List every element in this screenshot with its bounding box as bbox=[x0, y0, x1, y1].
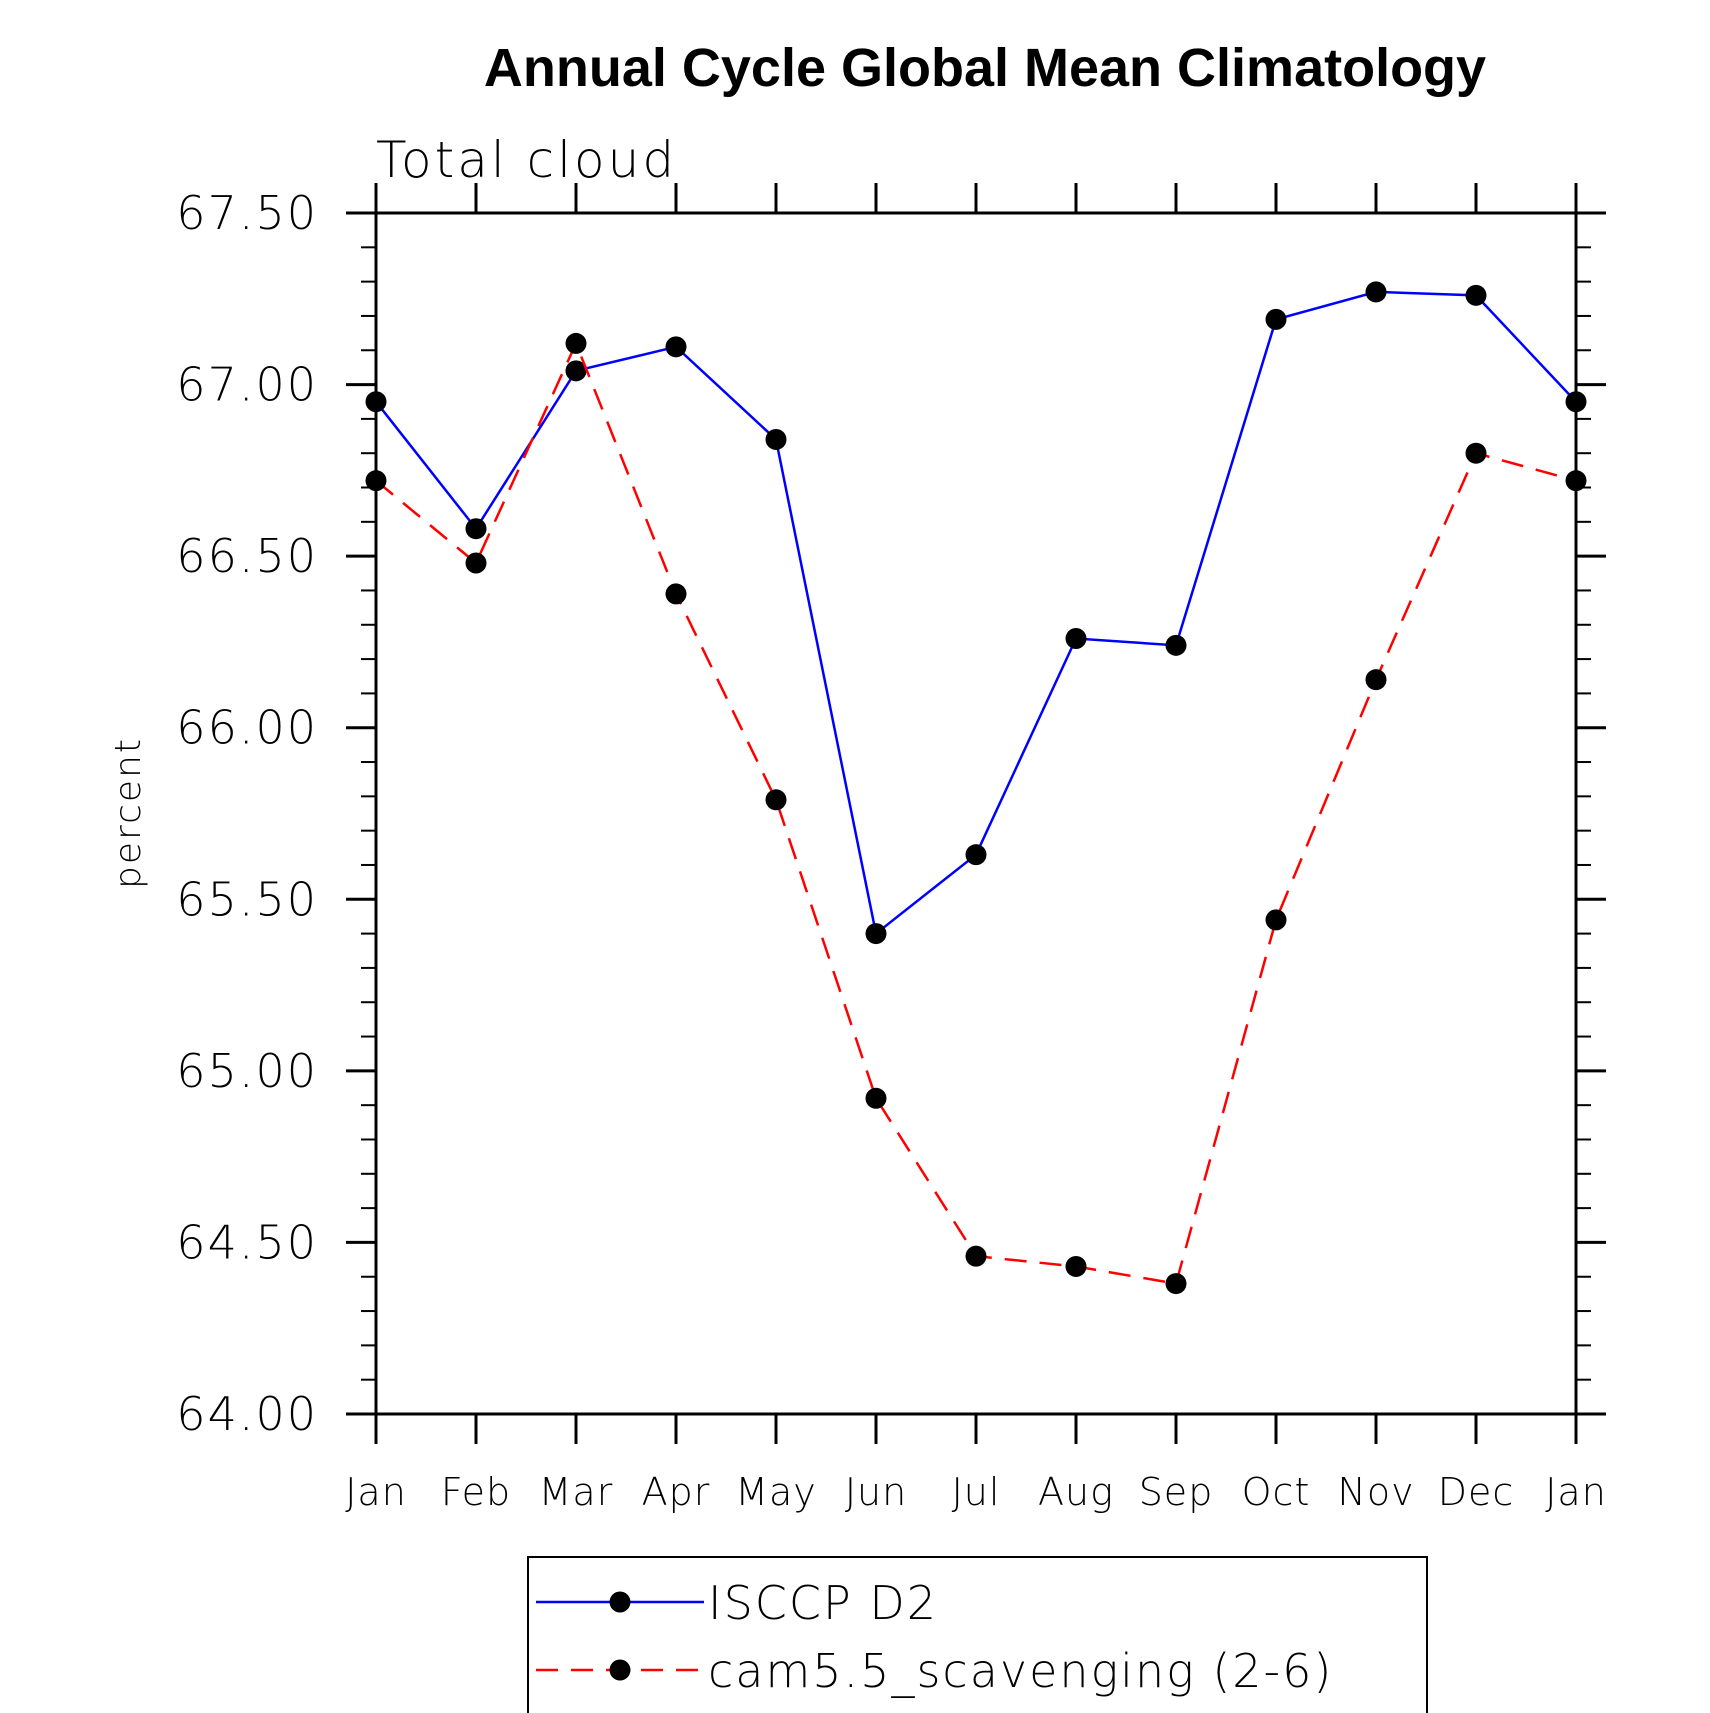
data-point bbox=[1065, 627, 1087, 649]
data-point bbox=[1165, 634, 1187, 656]
data-point bbox=[765, 428, 787, 450]
x-tick-label: Jan bbox=[1545, 1470, 1607, 1514]
data-point bbox=[565, 332, 587, 354]
data-point bbox=[965, 844, 987, 866]
data-point bbox=[365, 391, 387, 413]
data-point bbox=[1365, 669, 1387, 691]
y-tick-label: 65.50 bbox=[176, 872, 318, 926]
x-tick-label: Nov bbox=[1337, 1470, 1414, 1514]
chart-title: Annual Cycle Global Mean Climatology bbox=[484, 38, 1486, 98]
x-tick-label: Sep bbox=[1139, 1470, 1214, 1514]
x-tick-label: May bbox=[735, 1470, 817, 1514]
data-point bbox=[465, 552, 487, 574]
y-tick-label: 66.00 bbox=[176, 701, 318, 755]
data-point bbox=[965, 1245, 987, 1267]
data-point bbox=[865, 1087, 887, 1109]
legend-label: ISCCP D2 bbox=[708, 1576, 938, 1630]
data-point bbox=[1565, 391, 1587, 413]
x-tick-label: Aug bbox=[1038, 1470, 1114, 1514]
data-point bbox=[665, 583, 687, 605]
series-line bbox=[375, 340, 1577, 1286]
data-point bbox=[765, 789, 787, 811]
data-point bbox=[665, 336, 687, 358]
data-point bbox=[1465, 284, 1487, 306]
chart-subtitle: Total cloud bbox=[376, 131, 677, 189]
data-point bbox=[1565, 470, 1587, 492]
data-point bbox=[565, 360, 587, 382]
data-point bbox=[1365, 281, 1387, 303]
x-tick-label: Jun bbox=[845, 1470, 907, 1514]
x-tick-label: Mar bbox=[539, 1470, 614, 1514]
series-1 bbox=[365, 281, 1587, 945]
data-point bbox=[1265, 909, 1287, 931]
legend-marker bbox=[609, 1659, 631, 1681]
series bbox=[365, 281, 1587, 1295]
data-point bbox=[865, 923, 887, 945]
legend-label: cam5.5_scavenging (2-6) bbox=[708, 1644, 1333, 1698]
data-point bbox=[1465, 442, 1487, 464]
x-tick-label: Apr bbox=[642, 1470, 711, 1514]
x-tick-label: Jan bbox=[345, 1470, 407, 1514]
x-tick-label: Jul bbox=[952, 1470, 1001, 1514]
y-tick-label: 66.50 bbox=[176, 529, 318, 583]
data-point bbox=[1065, 1255, 1087, 1277]
data-point bbox=[1265, 308, 1287, 330]
y-tick-label: 65.00 bbox=[176, 1044, 318, 1098]
y-tick-label: 67.50 bbox=[176, 186, 318, 240]
x-tick-label: Feb bbox=[441, 1470, 511, 1514]
legend-marker bbox=[609, 1591, 631, 1613]
y-tick-label: 67.00 bbox=[176, 358, 318, 412]
plot-frame bbox=[374, 211, 1578, 1416]
y-axis-label: percent bbox=[108, 737, 149, 889]
legend: ISCCP D2 cam5.5_scavenging (2-6) bbox=[527, 1556, 1428, 1713]
x-tick-label: Oct bbox=[1242, 1470, 1311, 1514]
y-tick-label: 64.00 bbox=[176, 1387, 318, 1441]
data-point bbox=[365, 470, 387, 492]
legend-box bbox=[527, 1556, 1428, 1713]
data-point bbox=[465, 518, 487, 540]
axes: 64.00 64.50 65.00 65.50 66.00 66.50 67.00 67.50… bbox=[176, 183, 1606, 1514]
x-tick-label: Dec bbox=[1438, 1470, 1515, 1514]
y-tick-label: 64.50 bbox=[176, 1215, 318, 1269]
series-2 bbox=[365, 332, 1587, 1295]
data-point bbox=[1165, 1273, 1187, 1295]
